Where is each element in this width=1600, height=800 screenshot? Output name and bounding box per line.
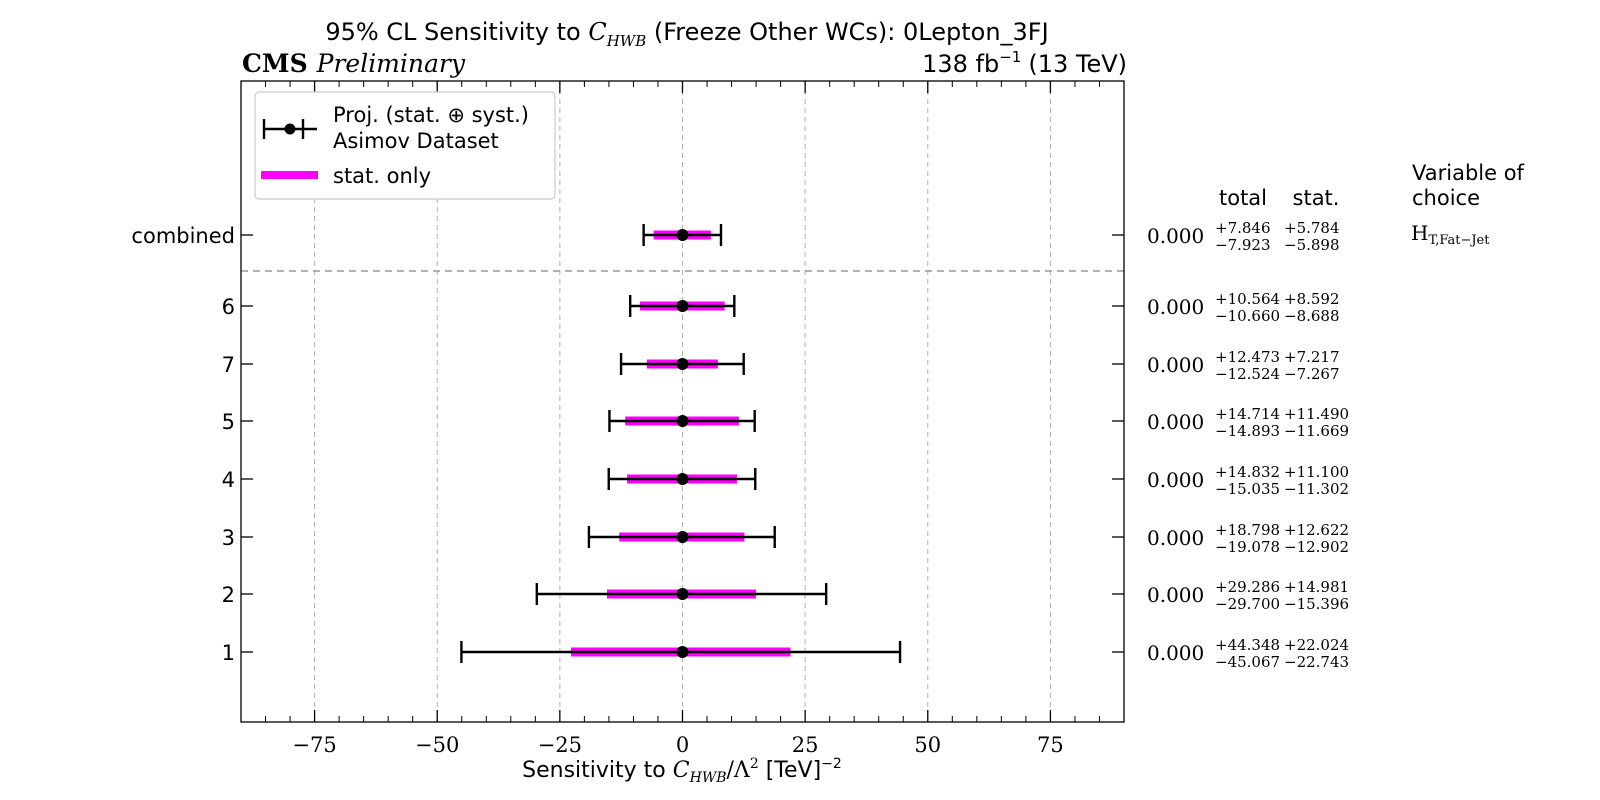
total-up-label: +14.832 bbox=[1215, 463, 1280, 481]
stat-down-label: −22.743 bbox=[1284, 653, 1349, 671]
central-value-point bbox=[676, 646, 689, 658]
stat-up-label: +11.490 bbox=[1284, 405, 1349, 423]
legend-stat-label: stat. only bbox=[333, 164, 431, 188]
x-tick-label: 25 bbox=[792, 733, 819, 757]
error-bars bbox=[460, 224, 902, 663]
stat-down-label: −11.302 bbox=[1284, 480, 1349, 498]
total-down-label: −45.067 bbox=[1215, 653, 1280, 671]
header-variable-line2: choice bbox=[1412, 186, 1480, 210]
x-tick-label: −25 bbox=[538, 733, 582, 757]
central-value-label: 0.000 bbox=[1147, 410, 1204, 434]
central-value-point bbox=[676, 415, 689, 427]
stat-up-label: +5.784 bbox=[1284, 219, 1340, 237]
x-axis-label: Sensitivity to CHWB/Λ2 [TeV]−2 bbox=[522, 756, 842, 786]
chart-title: 95% CL Sensitivity to CHWB (Freeze Other… bbox=[325, 18, 1048, 50]
x-tick-label: −50 bbox=[415, 733, 459, 757]
stat-down-label: −11.669 bbox=[1284, 422, 1349, 440]
central-value-label: 0.000 bbox=[1147, 224, 1204, 248]
x-tick-label: 50 bbox=[914, 733, 941, 757]
total-up-label: +29.286 bbox=[1215, 578, 1280, 596]
stat-down-label: −8.688 bbox=[1284, 307, 1340, 325]
stat-up-label: +12.622 bbox=[1284, 521, 1349, 539]
central-value-label: 0.000 bbox=[1147, 468, 1204, 492]
y-tick-label: 5 bbox=[222, 410, 235, 434]
header-variable-line1: Variable of bbox=[1412, 161, 1525, 185]
variable-name: HT,Fat−Jet bbox=[1411, 221, 1490, 248]
legend-box bbox=[254, 91, 556, 200]
y-tick-label: 3 bbox=[222, 526, 235, 550]
total-down-label: −15.035 bbox=[1215, 480, 1280, 498]
central-value-label: 0.000 bbox=[1147, 641, 1204, 665]
total-up-label: +14.714 bbox=[1215, 405, 1280, 423]
total-up-label: +44.348 bbox=[1215, 636, 1280, 654]
total-down-label: −7.923 bbox=[1215, 236, 1271, 254]
total-down-label: −29.700 bbox=[1215, 595, 1280, 613]
x-tick-label: 0 bbox=[676, 733, 689, 757]
central-value-point bbox=[676, 531, 689, 543]
legend-total-label: Proj. (stat. ⊕ syst.) bbox=[333, 103, 529, 127]
stat-up-label: +8.592 bbox=[1284, 290, 1340, 308]
y-tick-label: 7 bbox=[222, 353, 235, 377]
central-value-point bbox=[676, 358, 689, 370]
central-value-point bbox=[676, 473, 689, 485]
legend-total-marker bbox=[262, 119, 317, 139]
header-total: total bbox=[1219, 186, 1267, 210]
legend-total-sublabel: Asimov Dataset bbox=[333, 129, 499, 153]
total-down-label: −19.078 bbox=[1215, 538, 1280, 556]
header-stat: stat. bbox=[1293, 186, 1340, 210]
row-annotations: 0.000 +7.846−7.923 +5.784−5.898 0.000 +10.56… bbox=[1147, 219, 1349, 671]
total-up-label: +7.846 bbox=[1215, 219, 1271, 237]
stat-up-label: +22.024 bbox=[1284, 636, 1349, 654]
luminosity-label: 138 fb−1 (13 TeV) bbox=[922, 48, 1127, 78]
y-tick-label: combined bbox=[131, 224, 235, 248]
y-tick-label: 4 bbox=[222, 468, 235, 492]
y-tick-label: 6 bbox=[222, 295, 235, 319]
total-down-label: −12.524 bbox=[1215, 365, 1280, 383]
stat-down-label: −12.902 bbox=[1284, 538, 1349, 556]
central-value-label: 0.000 bbox=[1147, 526, 1204, 550]
total-up-label: +18.798 bbox=[1215, 521, 1280, 539]
stat-up-label: +11.100 bbox=[1284, 463, 1349, 481]
central-value-point bbox=[676, 229, 689, 241]
total-down-label: −14.893 bbox=[1215, 422, 1280, 440]
central-value-point bbox=[676, 300, 689, 312]
total-up-label: +12.473 bbox=[1215, 348, 1280, 366]
total-down-label: −10.660 bbox=[1215, 307, 1280, 325]
y-tick-label: 1 bbox=[222, 641, 235, 665]
x-tick-label: −75 bbox=[292, 733, 336, 757]
central-value-label: 0.000 bbox=[1147, 353, 1204, 377]
experiment-label: CMS Preliminary bbox=[242, 49, 466, 78]
stat-down-label: −7.267 bbox=[1284, 365, 1340, 383]
total-up-label: +10.564 bbox=[1215, 290, 1280, 308]
x-tick-label: 75 bbox=[1037, 733, 1064, 757]
legend: Proj. (stat. ⊕ syst.) Asimov Dataset sta… bbox=[254, 91, 556, 200]
y-tick-label: 2 bbox=[222, 583, 235, 607]
grid-lines bbox=[314, 81, 1051, 722]
stat-down-label: −5.898 bbox=[1284, 236, 1340, 254]
central-value-point bbox=[676, 588, 689, 600]
stat-up-label: +7.217 bbox=[1284, 348, 1340, 366]
stat-up-label: +14.981 bbox=[1284, 578, 1349, 596]
stat-down-label: −15.396 bbox=[1284, 595, 1349, 613]
central-value-label: 0.000 bbox=[1147, 295, 1204, 319]
central-value-label: 0.000 bbox=[1147, 583, 1204, 607]
